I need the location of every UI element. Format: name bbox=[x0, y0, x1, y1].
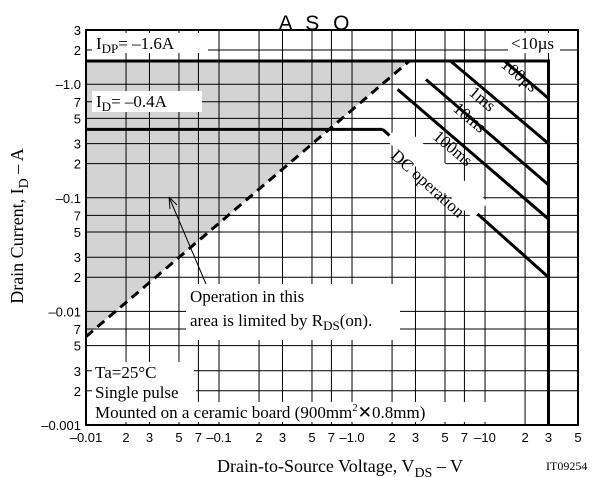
x-axis-label: Drain-to-Source Voltage, VDS – V bbox=[217, 456, 463, 477]
x-tick-label: 3 bbox=[412, 430, 419, 445]
x-tick-label: 5 bbox=[175, 430, 182, 445]
x-tick-label: 3 bbox=[146, 430, 153, 445]
x-tick-label: 5 bbox=[308, 430, 315, 445]
y-tick-label: 2 bbox=[74, 384, 81, 399]
series-line bbox=[409, 59, 550, 425]
board-label: Mounted on a ceramic board (900mm2✕0.8mm… bbox=[95, 402, 425, 422]
document-code: IT09254 bbox=[546, 459, 587, 473]
x-tick-label: 2 bbox=[255, 430, 262, 445]
temperature-label: Ta=25°C bbox=[95, 363, 156, 382]
x-tick-label: –1.0 bbox=[339, 430, 364, 445]
annotation-arrowhead bbox=[168, 196, 178, 210]
x-tick-label: 2 bbox=[521, 430, 528, 445]
x-tick-label: 2 bbox=[388, 430, 395, 445]
y-tick-label: 3 bbox=[74, 23, 81, 38]
x-tick-label: –0.1 bbox=[206, 430, 231, 445]
y-tick-label: –0.001 bbox=[41, 418, 81, 433]
board-label-bg bbox=[92, 402, 512, 422]
id-label-bg bbox=[92, 91, 202, 112]
idp-label-bg bbox=[92, 33, 208, 53]
id-label: ID= –0.4A bbox=[96, 92, 168, 114]
plot-frame bbox=[85, 29, 579, 426]
plot-area: IDP= –1.6A ID= –0.4A <10µs 100µs 1ms 10m… bbox=[85, 29, 579, 426]
tick-labels: –0.01 2 3 5 7 –0.1 2 3 5 7 –1.0 2 3 5 7 –10 2 3 5–0.001235… bbox=[41, 23, 581, 445]
y-tick-label: 2 bbox=[74, 43, 81, 58]
y-tick-label: 2 bbox=[74, 157, 81, 172]
y-tick-label: 3 bbox=[74, 137, 81, 152]
annotation-arrow bbox=[168, 196, 207, 285]
dc-label-bg bbox=[385, 123, 489, 219]
y-tick-label: 7 bbox=[74, 95, 81, 110]
idp-label: IDP= –1.6A bbox=[96, 34, 175, 56]
t10us-label: <10µs bbox=[511, 34, 554, 53]
series-line bbox=[425, 78, 550, 186]
series-line bbox=[503, 59, 550, 100]
x-tick-label: 5 bbox=[441, 430, 448, 445]
x-tick-label: –0.01 bbox=[70, 430, 103, 445]
y-tick-label: 5 bbox=[74, 225, 81, 240]
x-tick-label: 5 bbox=[574, 430, 581, 445]
y-axis-label: Drain Current, ID – A bbox=[7, 148, 32, 304]
pulse-label: Single pulse bbox=[95, 383, 179, 402]
x-tick-label: 3 bbox=[545, 430, 552, 445]
annotation-bg bbox=[186, 284, 400, 340]
y-tick-label: 5 bbox=[74, 111, 81, 126]
y-tick-label: 7 bbox=[74, 208, 81, 223]
ta-label-bg bbox=[92, 362, 194, 382]
y-tick-label: 5 bbox=[74, 339, 81, 354]
annotation-line2: area is limited by RDS(on). bbox=[190, 311, 372, 333]
annotation-line1: Operation in this bbox=[190, 287, 304, 306]
y-tick-label: –0.1 bbox=[56, 191, 81, 206]
pulse-label-bg bbox=[92, 382, 196, 402]
y-tick-label: 3 bbox=[74, 250, 81, 265]
x-tick-label: 7 bbox=[461, 430, 468, 445]
chart-title: A S O bbox=[279, 12, 354, 35]
y-tick-label: –0.01 bbox=[48, 304, 81, 319]
series-line bbox=[449, 59, 550, 145]
t10us-label-bg bbox=[508, 33, 560, 53]
x-tick-label: 2 bbox=[122, 430, 129, 445]
x-tick-label: –10 bbox=[474, 430, 496, 445]
x-tick-label: 7 bbox=[195, 430, 202, 445]
y-tick-label: –1.0 bbox=[56, 77, 81, 92]
x-tick-label: 7 bbox=[328, 430, 335, 445]
series-line bbox=[85, 59, 411, 338]
y-tick-label: 2 bbox=[74, 270, 81, 285]
y-tick-label: 7 bbox=[74, 322, 81, 337]
series-line bbox=[396, 88, 550, 221]
y-tick-label: 3 bbox=[74, 364, 81, 379]
x-tick-label: 3 bbox=[279, 430, 286, 445]
